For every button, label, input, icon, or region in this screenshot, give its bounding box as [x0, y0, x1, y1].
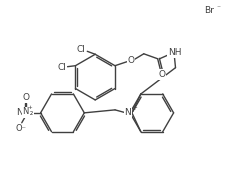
- Text: N: N: [125, 108, 131, 117]
- Text: O: O: [127, 56, 134, 65]
- Text: Cl: Cl: [57, 63, 66, 72]
- Text: Cl: Cl: [77, 45, 86, 54]
- Text: O: O: [158, 70, 165, 79]
- Text: NH: NH: [168, 48, 181, 57]
- Text: ⁻: ⁻: [216, 3, 220, 12]
- Text: +: +: [27, 105, 32, 110]
- Text: +: +: [131, 105, 137, 111]
- Text: N: N: [23, 107, 29, 116]
- Text: O⁻: O⁻: [15, 124, 26, 133]
- Text: O: O: [22, 93, 29, 102]
- Text: NO₂: NO₂: [16, 108, 33, 117]
- Text: Br: Br: [204, 6, 214, 15]
